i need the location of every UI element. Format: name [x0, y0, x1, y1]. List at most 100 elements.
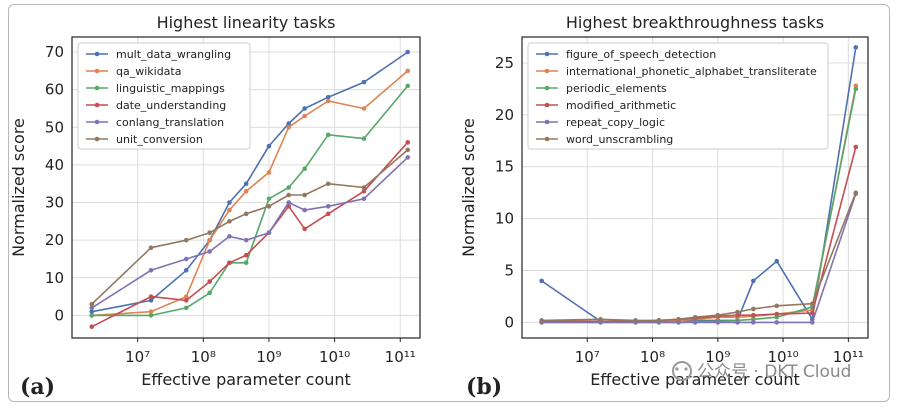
- data-point: [361, 136, 367, 141]
- data-point: [774, 258, 780, 264]
- y-tick-label: 50: [45, 118, 64, 136]
- data-point: [286, 121, 292, 126]
- data-point: [183, 305, 189, 311]
- series-line: [541, 146, 857, 323]
- data-point: [302, 166, 307, 171]
- data-point: [325, 132, 331, 138]
- y-tick-label: 70: [45, 43, 64, 61]
- data-point: [302, 113, 307, 119]
- x-tick-label: 10⁹: [256, 348, 281, 366]
- legend-entry: conlang_translation: [116, 116, 224, 129]
- data-point: [405, 68, 411, 74]
- series-line: [541, 193, 857, 324]
- data-point: [325, 204, 331, 209]
- data-point: [89, 324, 95, 330]
- data-point: [302, 226, 307, 232]
- y-tick-label: 0: [504, 313, 514, 331]
- watermark-text: 公众号 · DKT Cloud: [697, 362, 851, 382]
- y-tick-label: 25: [495, 54, 514, 72]
- y-tick-label: 15: [495, 158, 514, 176]
- data-point: [89, 301, 95, 307]
- wechat-icon-eye-left: [675, 367, 679, 371]
- data-point: [89, 305, 95, 311]
- data-point: [148, 298, 154, 303]
- data-point: [266, 196, 272, 202]
- legend-entry: qa_wikidata: [116, 65, 181, 78]
- data-point: [227, 219, 232, 224]
- series-line: [91, 141, 409, 328]
- data-point: [751, 320, 756, 325]
- legend-swatch-marker: [94, 102, 100, 108]
- data-point: [302, 106, 307, 111]
- data-point: [243, 188, 249, 194]
- data-point: [405, 49, 411, 55]
- data-point: [207, 249, 212, 254]
- data-point: [361, 106, 367, 111]
- data-point: [243, 252, 249, 258]
- series-line: [91, 156, 409, 309]
- data-point: [405, 155, 411, 160]
- plot-frame: [521, 36, 869, 339]
- x-tick-label: 10¹⁰: [319, 348, 350, 366]
- legend-swatch-marker: [544, 119, 550, 125]
- data-point: [405, 140, 411, 145]
- data-point: [183, 267, 189, 273]
- data-point: [809, 301, 815, 307]
- data-point: [148, 313, 154, 318]
- series-line: [91, 149, 409, 305]
- legend-swatch-marker: [94, 85, 100, 91]
- data-point: [325, 98, 331, 104]
- data-point: [227, 260, 232, 266]
- legend-entry: figure_of_speech_detection: [566, 48, 716, 61]
- legend-entry: periodic_elements: [566, 82, 667, 95]
- legend-entry: modified_arithmetic: [566, 99, 676, 112]
- x-axis-label: Effective parameter count: [590, 370, 800, 389]
- data-point: [361, 79, 367, 85]
- data-point: [302, 207, 307, 213]
- y-tick-label: 40: [45, 156, 64, 174]
- figure-frame: [8, 4, 890, 402]
- y-tick-label: 5: [504, 262, 514, 280]
- y-tick-label: 20: [495, 106, 514, 124]
- wechat-icon: [672, 361, 692, 381]
- y-tick-label: 30: [45, 194, 64, 212]
- panel-breakthroughness: 0 5 10 15 20 25 10⁷ 10⁸ 10⁹ 10¹⁰ 10¹¹ Highest break…: [459, 13, 869, 389]
- data-point: [853, 45, 859, 50]
- data-point: [809, 310, 815, 316]
- data-point: [183, 298, 189, 303]
- legend-entry: date_understanding: [116, 99, 226, 112]
- data-point: [266, 230, 272, 235]
- data-point: [286, 192, 292, 198]
- legend-swatch-marker: [544, 51, 550, 57]
- data-point: [853, 86, 859, 92]
- panel-label-a: (a): [20, 374, 55, 400]
- legend-entry: international_phonetic_alphabet_translit…: [566, 65, 817, 78]
- legend-swatch-marker: [544, 102, 550, 108]
- legend-box: [77, 42, 251, 150]
- y-axis-label: Normalized score: [9, 118, 28, 257]
- watermark: 公众号 · DKT Cloud: [672, 361, 851, 382]
- panel-label-b: (b): [466, 374, 502, 400]
- data-point: [243, 260, 249, 266]
- data-point: [183, 294, 189, 299]
- data-point: [148, 294, 154, 299]
- data-point: [751, 306, 756, 312]
- y-tick-label: 10: [45, 269, 64, 287]
- data-point: [325, 94, 331, 100]
- data-point: [656, 318, 662, 323]
- legend-swatch-marker: [544, 85, 550, 91]
- y-tick-label: 0: [54, 306, 64, 324]
- legend-swatch-marker: [94, 136, 100, 142]
- series-line: [91, 51, 409, 313]
- panel-linearity: 0 10 20 30 40 50 60 70 10⁷ 10⁸ 10⁹ 10¹⁰ 10¹¹ Highest …: [9, 13, 421, 389]
- data-point: [853, 144, 859, 150]
- data-point: [183, 256, 189, 262]
- data-point: [692, 314, 698, 320]
- data-point: [286, 185, 292, 190]
- data-point: [243, 237, 249, 243]
- data-point: [405, 83, 411, 89]
- x-tick-label: 10¹⁰: [768, 348, 799, 366]
- legend-entry: mult_data_wrangling: [116, 48, 231, 61]
- data-point: [325, 211, 331, 217]
